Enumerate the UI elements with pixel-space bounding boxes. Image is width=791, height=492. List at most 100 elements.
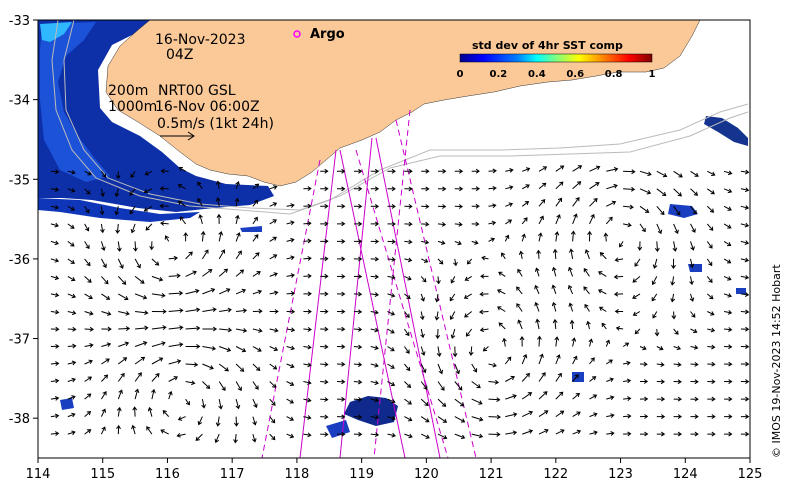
current-vector-arrow [233,434,238,444]
y-tick-label: -36 [9,253,30,268]
current-vector-arrow [50,431,60,436]
current-vector-arrow [555,181,564,190]
current-vector-arrow [505,430,518,436]
current-vector-arrow [690,379,699,385]
current-vector-arrow [437,240,446,245]
current-vector-arrow [135,325,149,331]
current-vector-arrow [387,186,396,192]
current-vector-arrow [724,361,733,367]
current-vector-arrow [437,204,447,209]
current-vector-arrow [252,328,263,333]
current-vector-arrow [370,380,379,386]
current-vector-arrow [639,431,649,437]
current-vector-arrow [387,221,396,227]
current-vector-arrow [471,433,484,439]
current-vector-arrow [117,372,125,382]
current-vector-arrow [185,398,190,406]
current-vector-arrow [420,416,430,423]
current-source-label: NRT00 GSL [158,83,236,99]
current-vector-arrow [370,397,380,403]
current-vector-arrow [50,396,60,401]
current-vector-arrow [538,391,548,400]
current-vector-arrow [481,255,489,261]
current-vector-arrow [320,309,329,314]
current-vector-arrow [567,284,574,295]
current-vector-arrow [501,252,506,260]
current-vector-arrow [387,346,395,352]
current-vector-arrow [471,363,478,373]
current-vector-arrow [67,293,77,299]
x-tick-label: 121 [479,467,504,482]
current-vector-arrow [269,254,278,260]
current-vector-arrow [505,168,514,173]
current-vector-arrow [404,275,412,281]
sst-variability-layer [38,20,748,438]
current-vector-arrow [505,412,518,418]
current-vector-arrow [689,293,695,302]
current-vector-arrow [200,230,206,242]
current-vector-arrow [538,166,548,172]
x-tick-label: 120 [414,467,439,482]
current-vector-arrow [740,222,750,228]
current-vector-arrow [370,274,379,280]
current-vector-arrow [504,234,510,242]
current-vector-arrow [118,293,129,301]
current-vector-arrow [488,220,497,226]
current-vector-arrow [535,318,540,330]
current-vector-arrow [404,221,413,227]
current-vector-arrow [218,268,229,277]
current-vector-arrow [436,276,441,285]
current-vector-arrow [303,256,312,261]
current-vector-arrow [437,258,444,265]
current-vector-arrow [502,337,507,347]
current-vector-arrow [572,392,580,400]
current-vector-arrow [639,345,647,351]
current-vector-arrow [116,424,121,435]
current-vector-arrow [421,186,430,192]
current-vector-arrow [269,185,278,190]
current-vector-arrow [159,186,169,192]
current-vector-arrow [183,232,189,242]
current-vector-arrow [168,273,181,279]
current-vector-arrow [723,170,733,176]
current-vector-arrow [690,188,699,196]
current-vector-arrow [505,394,517,400]
current-vector-arrow [673,431,683,437]
current-vector-arrow [488,203,497,209]
current-vector-arrow [320,221,329,227]
current-vector-arrow [724,414,733,420]
current-vector-arrow [639,414,649,419]
current-vector-arrow [219,327,233,333]
current-vector-arrow [479,327,489,333]
current-vector-arrow [723,275,732,281]
current-vector-arrow [454,204,463,209]
current-vector-arrow [471,221,480,227]
current-vector-arrow [67,275,76,282]
current-vector-arrow [168,376,178,382]
current-vector-arrow [387,363,395,369]
current-vector-arrow [286,309,296,315]
current-vector-arrow [588,338,594,347]
current-vector-arrow [269,416,276,424]
current-vector-arrow [522,429,534,435]
current-vector-arrow [159,203,169,209]
current-vector-arrow [320,362,329,367]
current-vector-arrow [723,293,732,298]
current-vector-arrow [690,328,698,334]
current-vector-arrow [656,205,665,216]
current-vector-arrow [233,416,239,427]
current-vector-arrow [706,223,714,231]
current-vector-arrow [50,187,60,192]
current-vector-arrow [670,276,676,286]
current-vector-arrow [724,327,733,332]
current-vector-arrow [639,361,648,367]
current-vector-arrow [151,258,160,266]
current-vector-arrow [387,239,396,245]
current-vector-arrow [404,257,413,263]
current-vector-arrow [723,258,732,264]
current-vector-arrow [151,275,164,282]
current-vector-arrow [214,433,220,444]
current-vector-arrow [50,222,59,228]
current-vector-arrow [606,377,614,382]
current-vector-arrow [740,309,750,315]
